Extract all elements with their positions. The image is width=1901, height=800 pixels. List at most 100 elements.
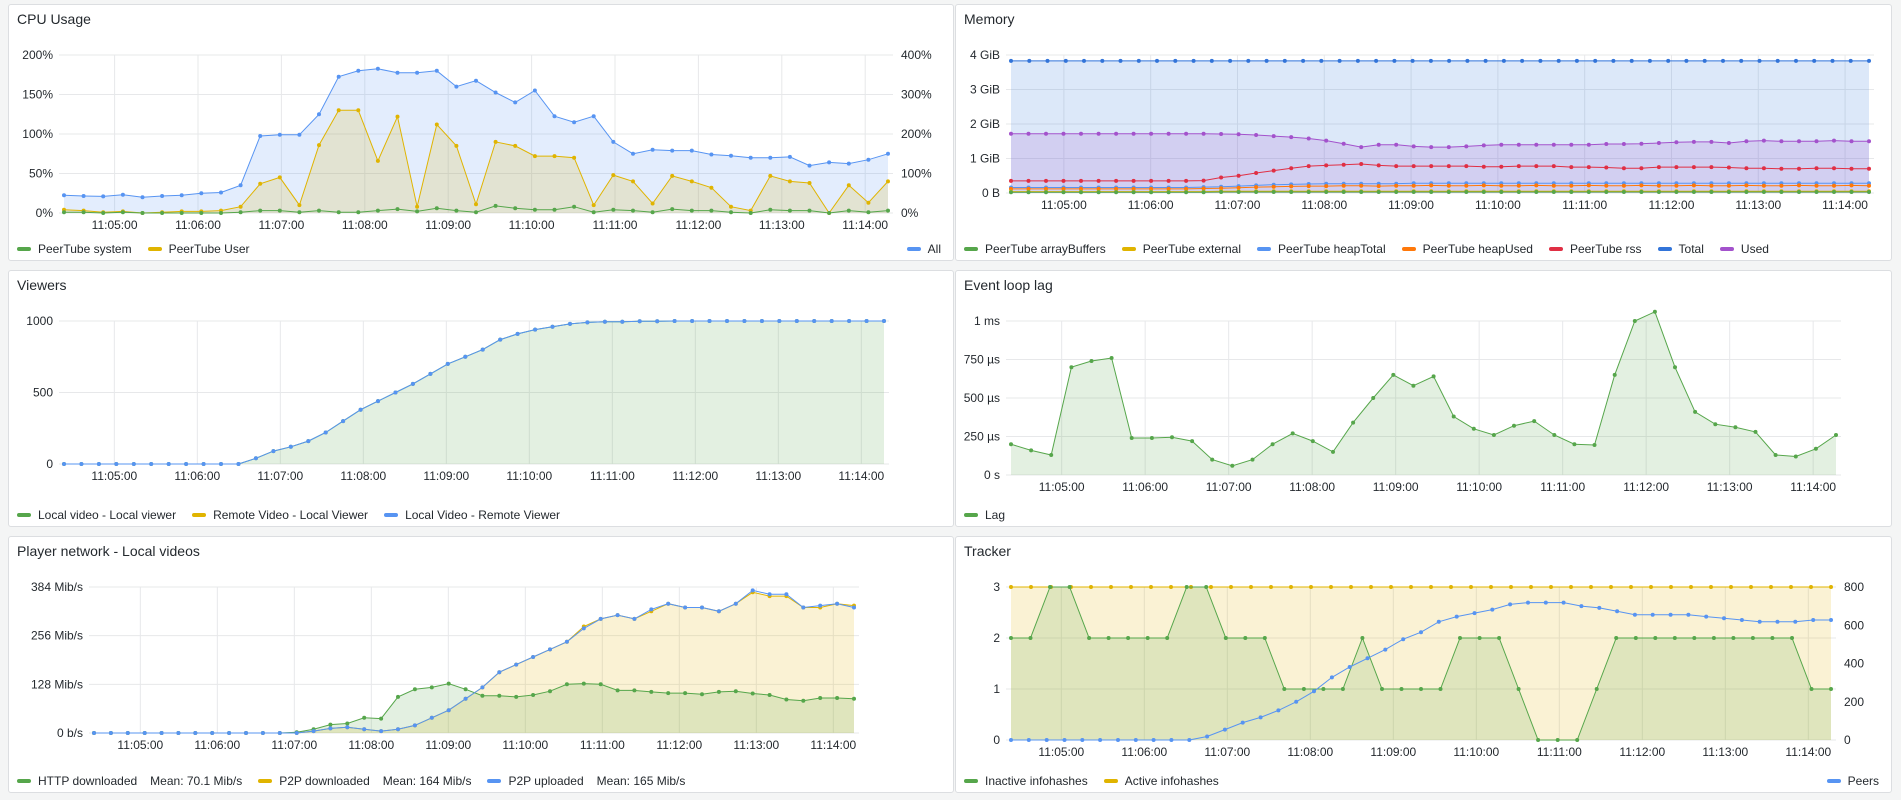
- panel-tracker[interactable]: Tracker 0 1 2 3 0 200 400 600 800 11:05:00 11:06:00…: [955, 536, 1892, 793]
- data-point: [650, 147, 655, 152]
- data-point: [550, 324, 555, 329]
- data-point: [1391, 372, 1396, 377]
- data-point: [807, 181, 812, 185]
- panel-mem[interactable]: Memory 0 B 1 GiB 2 GiB 3 GiB 4 GiB 11:05:00 11:…: [955, 4, 1892, 261]
- data-point: [532, 207, 537, 212]
- data-point: [1131, 190, 1136, 195]
- data-point: [1477, 636, 1482, 640]
- chart-tracker: 0 1 2 3 0 200 400 600 800 11:05:00 11:06:00 11:07:0…: [993, 580, 1864, 759]
- data-point: [1849, 190, 1854, 194]
- legend-item[interactable]: Peers: [1826, 774, 1879, 788]
- legend-item[interactable]: PeerTube rss: [1548, 242, 1642, 256]
- legend-item[interactable]: PeerTube arrayBuffers: [964, 242, 1106, 256]
- data-point: [1394, 164, 1399, 169]
- legend-item[interactable]: PeerTube User: [147, 242, 250, 256]
- data-point: [689, 148, 694, 153]
- data-point: [750, 588, 755, 593]
- data-point: [253, 456, 258, 461]
- data-point: [620, 319, 625, 324]
- x-tick-label: 11:12:00: [1619, 745, 1665, 759]
- data-point: [1394, 190, 1399, 194]
- data-point: [1149, 190, 1154, 195]
- data-point: [602, 319, 607, 324]
- legend-item[interactable]: PeerTube heapUsed: [1401, 242, 1533, 256]
- data-point: [1383, 647, 1388, 652]
- x-tick-label: 11:09:00: [425, 738, 471, 752]
- data-point: [1306, 136, 1311, 141]
- data-point: [271, 449, 276, 454]
- legend-item[interactable]: P2P uploaded Mean: 165 Mib/s: [487, 774, 685, 788]
- panel-net[interactable]: Player network - Local videos 0 b/s 128 Mi…: [8, 536, 954, 793]
- legend-item[interactable]: Inactive infohashes: [964, 774, 1088, 788]
- legend-label: Local video - Local viewer: [38, 508, 177, 522]
- data-point: [748, 155, 753, 160]
- legend-item[interactable]: Active infohashes: [1103, 774, 1219, 788]
- data-point: [846, 161, 851, 166]
- panel-title[interactable]: Viewers: [17, 277, 67, 293]
- legend-item[interactable]: PeerTube heapTotal: [1257, 242, 1386, 256]
- legend-label: P2P downloaded: [279, 774, 370, 788]
- data-point: [1829, 687, 1833, 691]
- data-point: [1666, 58, 1671, 63]
- data-point: [1744, 190, 1749, 194]
- data-point: [1769, 585, 1773, 589]
- data-point: [1254, 171, 1259, 175]
- data-point: [1499, 164, 1504, 169]
- panel-title[interactable]: Event loop lag: [964, 277, 1053, 293]
- data-point: [1534, 142, 1539, 147]
- data-point: [412, 687, 417, 692]
- data-point: [1454, 614, 1459, 619]
- panel-title[interactable]: Memory: [964, 11, 1015, 27]
- legend-item[interactable]: Total: [1657, 242, 1704, 256]
- panel-viewers[interactable]: Viewers 0 500 1000 11:05:00 11:06:00 11:07:00 1…: [8, 270, 954, 527]
- x-tick-label: 11:10:00: [1456, 480, 1502, 494]
- data-point: [1166, 178, 1171, 183]
- data-point: [1049, 453, 1054, 457]
- panel-cpu[interactable]: CPU Usage 0% 50% 100% 150% 200% 0% 100% 200% 300%…: [8, 4, 954, 261]
- data-point: [1282, 58, 1287, 63]
- data-point: [1726, 190, 1731, 194]
- legend-item[interactable]: Remote Video - Local Viewer: [192, 508, 368, 522]
- panel-lag[interactable]: Event loop lag 0 s 250 µs 500 µs 750 µs 1 ms 1…: [955, 270, 1892, 527]
- panel-title[interactable]: CPU Usage: [17, 11, 91, 27]
- chart-cpu: 0% 50% 100% 150% 200% 0% 100% 200% 300% 400% 11:05…: [22, 48, 932, 232]
- legend-item[interactable]: All: [906, 242, 941, 256]
- legend-item[interactable]: PeerTube external: [1121, 242, 1241, 256]
- legend-item[interactable]: Lag: [964, 508, 1005, 522]
- data-point: [149, 462, 154, 466]
- data-point: [1155, 58, 1159, 63]
- data-point: [379, 729, 384, 734]
- data-point: [1779, 183, 1784, 188]
- data-point: [474, 202, 478, 207]
- data-point: [219, 211, 223, 215]
- legend-item[interactable]: PeerTube system: [17, 242, 132, 256]
- panel-title[interactable]: Player network - Local videos: [17, 543, 200, 559]
- data-point: [1324, 163, 1329, 168]
- data-point: [1428, 58, 1433, 63]
- data-point: [1355, 58, 1360, 63]
- data-point: [827, 160, 832, 165]
- data-point: [700, 692, 704, 697]
- legend: PeerTube system PeerTube User: [17, 242, 250, 256]
- data-point: [1184, 178, 1189, 183]
- legend-swatch: [1121, 247, 1136, 251]
- data-point: [1151, 738, 1156, 742]
- data-point: [1534, 183, 1539, 188]
- y-tick-label: 3: [993, 580, 1000, 594]
- data-point: [323, 430, 328, 435]
- legend-item[interactable]: Used: [1719, 242, 1769, 256]
- data-point: [236, 462, 241, 466]
- legend-item[interactable]: P2P downloaded Mean: 164 Mib/s: [258, 774, 471, 788]
- data-point: [1849, 139, 1854, 144]
- data-point: [1190, 439, 1195, 444]
- data-point: [1209, 58, 1214, 63]
- legend-item[interactable]: Local video - Local viewer: [17, 508, 176, 522]
- y-tick-label: 384 Mib/s: [31, 580, 83, 594]
- panel-title[interactable]: Tracker: [964, 543, 1011, 559]
- legend-item[interactable]: Local Video - Remote Viewer: [384, 508, 560, 522]
- data-point: [1538, 58, 1543, 63]
- y-tick-label: 2 GiB: [970, 117, 1000, 131]
- legend-label: Active infohashes: [1124, 774, 1219, 788]
- data-point: [1674, 140, 1679, 145]
- legend-item[interactable]: HTTP downloaded Mean: 70.1 Mib/s: [17, 774, 242, 788]
